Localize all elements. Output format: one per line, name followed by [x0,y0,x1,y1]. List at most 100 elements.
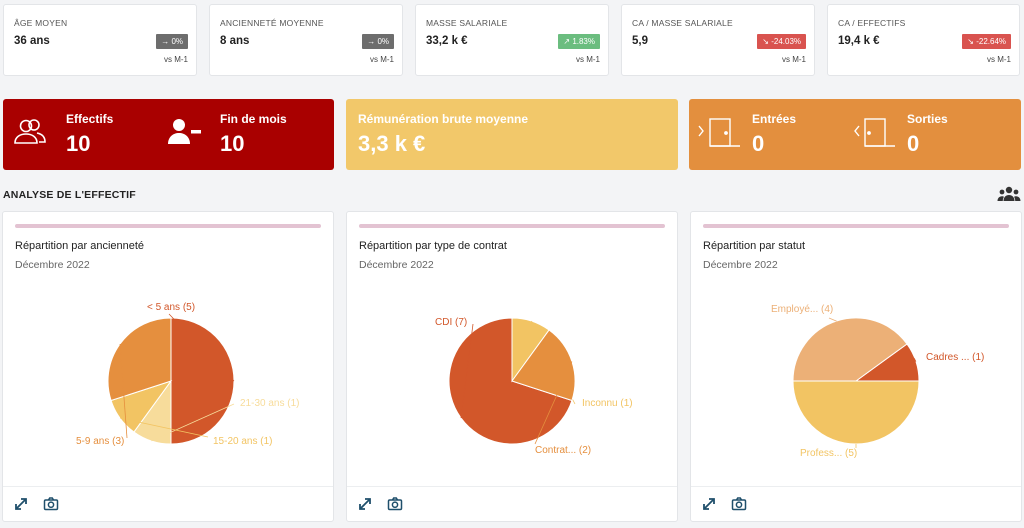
pie-slice[interactable] [170,317,235,445]
trend-arrow-icon: ↗ [563,37,571,46]
kpi-compare: vs M-1 [370,55,394,64]
pie-chart-statut: Cadres ... (1) Profess... (5) Employé... (… [771,304,984,459]
remuneration-title: Rémunération brute moyenne [358,112,529,126]
kpi-compare: vs M-1 [164,55,188,64]
kpi-trend-badge: ↘ -22.64% [962,34,1011,49]
camera-icon[interactable] [731,496,747,512]
pie-label: Inconnu (1) [582,398,633,409]
kpi-card-age-moyen: Âge moyen 36 ans → 0% vs M-1 [3,4,197,76]
pie-label: 15-20 ans (1) [213,436,272,447]
pie-slice[interactable] [792,380,920,445]
kpi-label: Ancienneté moyenne [220,18,324,28]
trend-arrow-icon: → [161,37,170,46]
card-type-contrat: Répartition par type de contrat Décembre… [346,211,678,522]
pie-label-line [151,403,235,442]
fin-de-mois-stat: Fin de mois 10 [163,99,334,170]
kpi-label: Masse salariale [426,18,508,28]
expand-icon[interactable] [357,496,373,512]
card-subtitle: Décembre 2022 [359,259,434,271]
remuneration-band: Rémunération brute moyenne 3,3 k € [346,99,678,170]
pie-label-line [168,313,235,382]
sorties-stat: Sorties 0 [844,99,1021,170]
card-footer-divider [3,486,333,487]
pie-slice[interactable] [792,317,908,382]
pie-label-line [913,357,917,362]
door-exit-icon [854,118,895,147]
pie-label: 21-30 ans (1) [240,398,299,409]
card-accent-bar [703,224,1009,228]
kpi-value: 5,9 [632,35,648,47]
kpi-compare: vs M-1 [987,55,1011,64]
card-accent-bar [15,224,321,228]
camera-icon[interactable] [43,496,59,512]
mouvements-band: Entrées 0 Sorties 0 [689,99,1021,170]
card-footer-divider [691,486,1021,487]
effectifs-title: Effectifs [66,112,114,126]
entrees-title: Entrées [752,112,797,126]
pie-label-line [460,323,474,419]
door-enter-icon [698,118,740,147]
expand-icon[interactable] [13,496,29,512]
pie-label-line [119,417,209,438]
card-title: Répartition par statut [703,240,806,252]
effectifs-value: 10 [66,131,91,156]
users-icon [14,119,46,144]
entrees-value: 0 [752,131,765,156]
kpi-label: Âge moyen [14,18,68,28]
user-minus-icon [168,119,201,144]
card-title: Répartition par ancienneté [15,240,145,252]
kpi-value: 8 ans [220,35,250,47]
card-subtitle: Décembre 2022 [703,259,778,271]
pie-label: 5-9 ans (3) [76,436,124,447]
card-footer-divider [347,486,677,487]
kpi-trend-badge: → 0% [362,34,394,49]
sorties-value: 0 [907,131,920,156]
pie-label: < 5 ans (5) [147,302,195,313]
card-statut: Répartition par statut Décembre 2022 Cad… [690,211,1022,522]
trend-arrow-icon: ↘ [967,37,974,46]
pie-chart-type-contrat: CDI (7) Inconnu (1) Contrat... (2) [435,317,633,456]
card-subtitle: Décembre 2022 [15,259,90,271]
pie-label: Contrat... (2) [535,445,591,456]
kpi-trend-badge: → 0% [156,34,188,49]
group-icon[interactable] [997,186,1021,202]
camera-icon[interactable] [387,496,403,512]
remuneration-value: 3,3 k € [358,131,426,156]
pie-label: CDI (7) [435,317,467,328]
kpi-trend-badge: ↗ 1.83% [558,34,600,49]
kpi-value: 33,2 k € [426,35,468,47]
trend-arrow-icon: → [367,37,376,46]
remuneration-stat: Rémunération brute moyenne 3,3 k € [346,99,678,170]
pie-label: Profess... (5) [800,448,857,459]
pie-label-line [828,317,837,322]
pie-slice[interactable] [107,317,172,402]
kpi-label: CA / Effectifs [838,18,906,28]
kpi-card-masse-salariale: Masse salariale 33,2 k € ↗ 1.83% vs M-1 [415,4,609,76]
section-title: ANALYSE DE L'EFFECTIF [3,189,136,201]
entrees-stat: Entrées 0 [689,99,844,170]
pie-label-line [534,361,573,445]
kpi-label: CA / Masse salariale [632,18,733,28]
kpi-value: 19,4 k € [838,35,880,47]
kpi-card-anciennete-moyenne: Ancienneté moyenne 8 ans → 0% vs M-1 [209,4,403,76]
pie-label: Cadres ... (1) [926,352,984,363]
card-accent-bar [359,224,665,228]
pie-slice[interactable] [511,329,576,402]
pie-label-line [119,343,128,439]
kpi-card-ca-effectifs: CA / Effectifs 19,4 k € ↘ -22.64% vs M-1 [827,4,1020,76]
pie-slice[interactable] [448,317,573,445]
fin-de-mois-title: Fin de mois [220,112,287,126]
pie-chart-anciennete: < 5 ans (5) 21-30 ans (1) 15-20 ans (1) 5-9… [76,302,299,447]
card-anciennete: Répartition par ancienneté Décembre 2022… [2,211,334,522]
trend-arrow-icon: ↘ [762,37,769,46]
kpi-compare: vs M-1 [576,55,600,64]
effectifs-band: Effectifs 10 Fin de mois 10 [3,99,334,170]
pie-label: Employé... (4) [771,304,833,315]
expand-icon[interactable] [701,496,717,512]
effectifs-stat: Effectifs 10 [3,99,163,170]
sorties-title: Sorties [907,112,948,126]
kpi-trend-badge: ↘ -24.03% [757,34,806,49]
kpi-value: 36 ans [14,35,50,47]
fin-de-mois-value: 10 [220,131,245,156]
kpi-compare: vs M-1 [782,55,806,64]
